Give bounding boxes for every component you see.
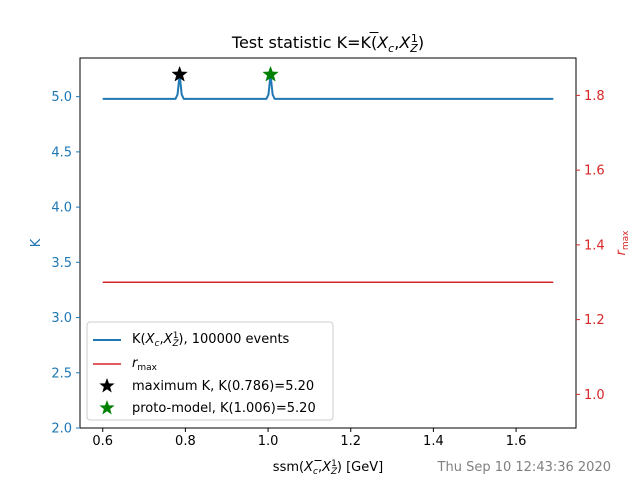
x-tick-label: 1.2 — [340, 434, 361, 449]
marker-layer — [171, 65, 279, 82]
legend-proto-label: proto-model, K(1.006)=5.20 — [132, 401, 316, 416]
legend: K(Xc,XZ1), 100000 events rmax maximum K,… — [86, 321, 334, 421]
y-tick-label: 2.0 — [51, 422, 72, 437]
legend-rmax-label: rmax — [132, 356, 158, 373]
plot-frame — [79, 57, 577, 429]
x-axis-ticks: 0.6 0.8 1.0 1.2 1.4 1.6 — [92, 428, 526, 449]
series-layer — [102, 73, 554, 283]
x-tick-label: 1.0 — [258, 434, 279, 449]
y2-tick-label: 1.0 — [584, 388, 605, 403]
legend-max-star — [99, 378, 115, 393]
x-tick-label: 0.8 — [175, 434, 196, 449]
y-tick-label: 3.5 — [51, 256, 72, 271]
y-axis-ticks: 2.0 2.5 3.0 3.5 4.0 4.5 5.0 — [51, 90, 80, 437]
k-series-line — [102, 73, 554, 100]
y-tick-label: 2.5 — [51, 366, 72, 381]
legend-proto-star — [99, 400, 115, 415]
legend-proto-star-icon — [99, 400, 115, 415]
x-axis-label: ssm(Xc,XZ1) [GeV] — [273, 459, 383, 477]
timestamp: Thu Sep 10 12:43:36 2020 — [437, 460, 611, 475]
x-tick-label: 0.6 — [92, 434, 113, 449]
y2-tick-label: 1.2 — [584, 313, 605, 328]
y-tick-label: 4.5 — [51, 145, 72, 160]
y2-tick-label: 1.8 — [584, 89, 605, 104]
x-tick-label: 1.6 — [506, 434, 527, 449]
y2-tick-label: 1.6 — [584, 164, 605, 179]
x-tick-label: 1.4 — [423, 434, 444, 449]
y-tick-label: 4.0 — [51, 201, 72, 216]
y2-tick-label: 1.4 — [584, 238, 605, 253]
proto-model-star-marker — [262, 65, 279, 82]
chart-title: Test statistic K=K(Xc,XZ1) — [231, 32, 424, 55]
y-tick-label: 3.0 — [51, 311, 72, 326]
y-tick-label: 5.0 — [51, 90, 72, 105]
legend-max-star-icon — [99, 378, 115, 393]
legend-box — [86, 321, 334, 421]
plot-area — [102, 65, 554, 283]
y2-axis-ticks: 1.0 1.2 1.4 1.6 1.8 — [576, 89, 605, 403]
legend-max-label: maximum K, K(0.786)=5.20 — [132, 379, 314, 394]
y2-axis-label: rmax — [614, 230, 631, 256]
y-axis-label: K — [29, 238, 44, 247]
legend-k-label: K(Xc,XZ1), 100000 events — [132, 331, 290, 349]
max-k-star-marker — [171, 65, 188, 82]
